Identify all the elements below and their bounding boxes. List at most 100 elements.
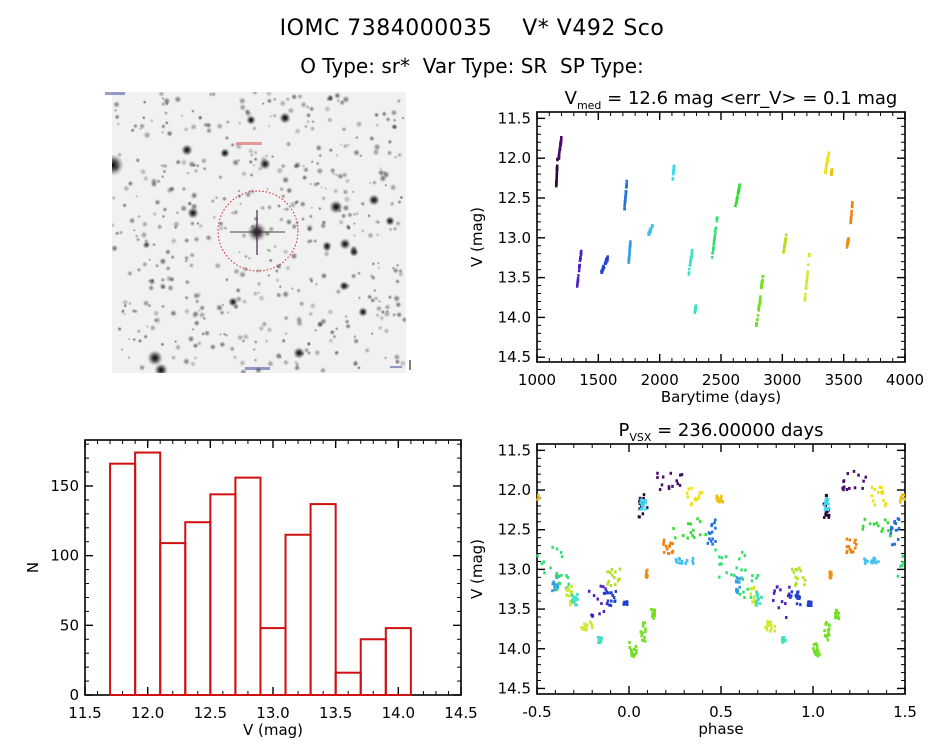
faint-star	[138, 364, 146, 372]
faint-star	[230, 211, 234, 215]
faint-star	[237, 189, 241, 193]
faint-star	[218, 332, 223, 337]
data-point	[741, 550, 744, 554]
data-point	[737, 557, 741, 561]
faint-star	[301, 174, 308, 181]
x-tick-label: 12.5	[194, 704, 227, 722]
faint-star	[151, 242, 157, 247]
data-point	[687, 267, 691, 271]
faint-star	[134, 194, 139, 199]
data-point	[755, 324, 758, 327]
data-point	[598, 612, 601, 616]
faint-star	[168, 185, 176, 193]
faint-star	[189, 252, 196, 259]
faint-star	[253, 216, 259, 222]
plot-frame	[84, 439, 462, 696]
data-point	[599, 640, 602, 644]
data-point	[580, 626, 583, 630]
faint-star	[346, 143, 351, 147]
data-point	[662, 538, 666, 542]
data-point	[557, 157, 561, 160]
faint-star	[352, 337, 360, 345]
data-point	[693, 310, 697, 313]
faint-star	[251, 125, 258, 132]
data-point	[807, 263, 810, 266]
data-point	[661, 475, 665, 479]
data-point	[784, 616, 788, 620]
data-point	[798, 566, 801, 570]
data-point	[624, 196, 627, 199]
data-point	[667, 551, 670, 555]
faint-star	[152, 309, 160, 317]
faint-star	[272, 97, 278, 102]
data-point	[854, 538, 857, 542]
data-point	[868, 522, 872, 526]
faint-star	[368, 181, 373, 185]
data-point	[780, 600, 784, 604]
faint-star	[364, 347, 371, 354]
faint-star	[192, 163, 197, 168]
bright-star	[181, 144, 193, 156]
data-point	[644, 499, 648, 503]
faint-star	[383, 327, 390, 335]
faint-star	[210, 198, 216, 204]
data-point	[644, 501, 647, 505]
data-point	[687, 522, 690, 526]
faint-star	[276, 203, 282, 209]
data-point	[806, 603, 810, 607]
data-point	[576, 279, 580, 283]
data-point	[880, 529, 883, 533]
data-point	[616, 579, 620, 583]
data-point	[850, 213, 853, 217]
data-point	[575, 285, 579, 288]
faint-star	[160, 283, 167, 290]
faint-star	[216, 122, 224, 130]
data-point	[609, 604, 613, 608]
x-tick-label: 14.0	[382, 704, 415, 722]
faint-star	[244, 108, 251, 115]
faint-star	[313, 328, 318, 333]
y-tick-label: 100	[50, 547, 79, 565]
faint-star	[182, 126, 190, 133]
data-point	[807, 601, 811, 605]
faint-star	[163, 110, 169, 116]
data-point	[628, 247, 632, 251]
data-point	[842, 479, 846, 483]
faint-star	[184, 295, 189, 300]
faint-star	[383, 303, 391, 311]
data-point	[826, 508, 830, 512]
data-point	[582, 627, 585, 631]
faint-star	[166, 130, 174, 138]
faint-star	[346, 225, 352, 231]
data-point	[887, 529, 890, 533]
data-point	[873, 557, 877, 561]
data-point	[712, 241, 716, 244]
faint-star	[164, 248, 172, 256]
faint-star	[112, 222, 116, 228]
type-subtitle: O Type: sr* Var Type: SR SP Type:	[300, 54, 644, 78]
faint-star	[344, 314, 349, 319]
faint-star	[237, 250, 241, 254]
faint-star	[394, 219, 402, 227]
data-point	[715, 494, 719, 498]
data-point	[592, 594, 596, 598]
data-point	[689, 531, 693, 535]
faint-star	[336, 172, 344, 180]
data-point	[901, 554, 905, 558]
faint-star	[141, 220, 149, 228]
data-point	[672, 172, 675, 176]
y-tick-label: 13.0	[498, 229, 531, 247]
faint-star	[258, 325, 265, 332]
faint-star	[375, 123, 380, 128]
data-point	[599, 584, 603, 588]
data-point	[827, 515, 831, 519]
data-point	[818, 652, 821, 656]
data-point	[650, 608, 653, 612]
faint-star	[391, 266, 396, 270]
data-point	[691, 528, 695, 532]
data-point	[846, 243, 849, 247]
faint-star	[299, 101, 308, 109]
data-point	[637, 515, 641, 519]
data-point	[687, 273, 691, 276]
data-point	[669, 541, 672, 545]
